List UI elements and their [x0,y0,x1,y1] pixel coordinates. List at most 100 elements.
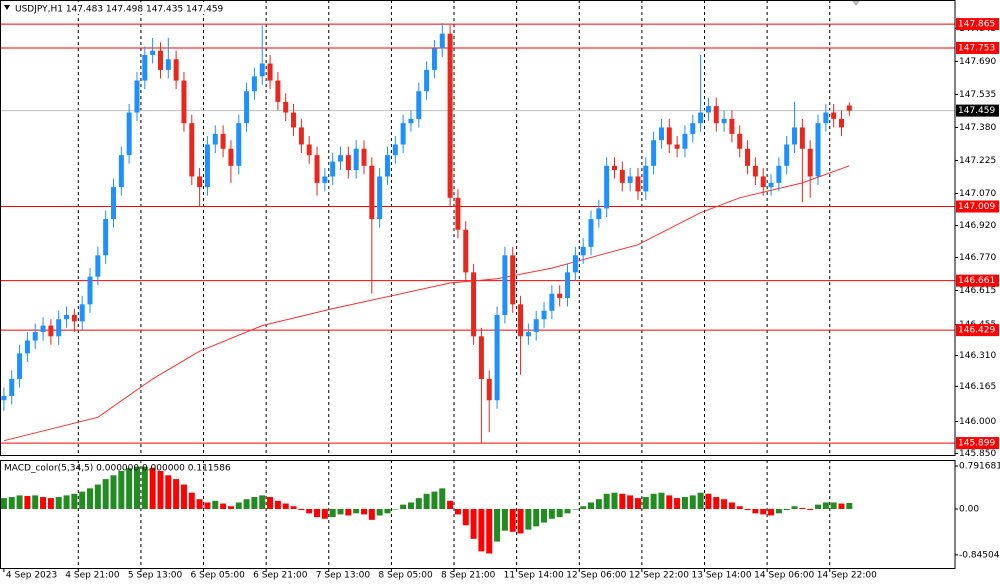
macd-bar [454,508,461,515]
candle-body [189,123,195,177]
candle-body [392,144,398,156]
y-tick-label: 146.770 [959,253,996,263]
macd-bar [627,495,634,509]
macd-bar [32,495,39,509]
candle-body [338,155,344,162]
candle-body [9,378,15,396]
x-tick-label: 6 Sep 21:00 [253,571,308,581]
candle-body [447,33,453,198]
macd-bar [329,508,336,518]
candle-body [134,80,140,113]
candle-body [486,378,492,401]
candle-body [807,148,813,177]
macd-bar [173,479,180,509]
title-bg [14,2,214,14]
y-tick-label: 0.791681 [959,461,1000,471]
macd-bar [728,502,735,509]
candle-body [220,133,226,149]
macd-bar [752,508,759,514]
macd-bar [580,506,587,509]
level-label-box [956,41,999,54]
macd-bar [838,503,845,509]
macd-bar [8,497,15,509]
macd-bar [470,508,477,539]
candle-body [439,33,445,49]
indicator-panel-frame [0,460,956,569]
macd-bar [541,508,548,523]
candle-body [275,80,281,102]
macd-bar [494,508,501,542]
macd-bar [744,508,751,511]
x-tick-label: 11 Sep 14:00 [504,571,564,581]
candle-body [48,325,54,337]
macd-bar [674,498,681,509]
candle-body [87,276,93,305]
macd-bar [556,508,563,518]
macd-bar [368,508,375,520]
candle-body [627,176,633,183]
candle-body [408,118,414,124]
candle-body [322,176,328,183]
candle-body [283,101,289,113]
macd-bar [525,508,532,530]
macd-bar [290,506,297,509]
candle-body [572,255,578,273]
candle-body [533,319,539,333]
macd-bar [830,502,837,509]
macd-bar [431,491,438,509]
candle-body [244,91,250,124]
candle-body [651,140,657,166]
candle-body [251,76,257,92]
current-price-box [956,104,999,117]
level-label: 145.899 [958,439,995,449]
candle-body [64,314,70,320]
macd-bar [799,507,806,509]
candle-body [478,336,484,379]
candle-body [502,255,508,315]
candle-body [658,127,664,141]
current-price-label: 147.459 [958,106,995,116]
macd-bar [0,498,7,509]
macd-bar [642,497,649,509]
macd-bar [227,506,234,509]
y-tick-label: 146.165 [959,382,996,392]
candle-body [471,272,477,337]
candle-body [799,127,805,149]
candle-body [17,353,23,379]
y-tick-label: 147.690 [959,57,996,67]
candle-body [745,148,751,166]
candle-body [56,319,62,337]
macd-bar [478,508,485,552]
macd-bar [337,508,344,515]
candle-body [345,155,351,171]
candle-body [596,208,602,220]
level-label-box [956,274,999,287]
macd-bar [697,492,704,509]
macd-bar [306,508,313,514]
macd-bar [259,495,266,509]
macd-bar [267,497,274,509]
candle-body [306,144,312,156]
macd-bar [55,497,62,509]
candle-body [635,176,641,192]
x-tick-label: 4 Sep 2023 [6,571,57,581]
candle-body [416,91,422,119]
macd-bar [846,503,853,509]
macd-bar [415,498,422,509]
y-tick-label: 146.615 [959,286,996,296]
candle-body [549,293,555,311]
macd-bar [79,491,86,509]
candle-body [588,219,594,247]
x-tick-label: 14 Sep 22:00 [817,571,877,581]
macd-bar [517,508,524,534]
candle-body [831,112,837,119]
macd-bar [118,470,125,509]
candle-body [776,165,782,183]
macd-bar [705,493,712,509]
macd-bar [126,468,133,509]
candle-body [666,127,672,145]
macd-bar [16,495,23,509]
candle-body [259,63,265,77]
candle-body [557,293,563,298]
